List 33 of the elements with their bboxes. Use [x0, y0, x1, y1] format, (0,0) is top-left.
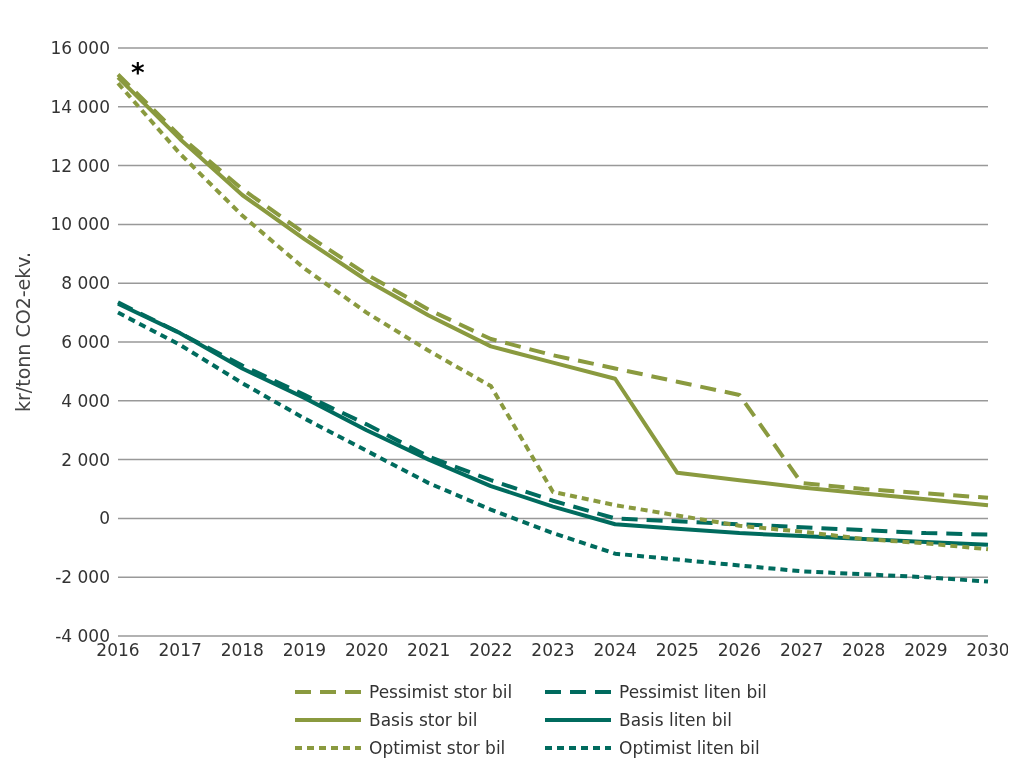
x-tick-label: 2027 — [779, 640, 824, 661]
y-tick-label: 0 — [99, 508, 110, 529]
x-tick-label: 2029 — [904, 640, 948, 661]
x-tick-label: 2020 — [344, 640, 389, 661]
y-tick-label: -2 000 — [55, 567, 110, 588]
x-tick-label: 2023 — [531, 640, 575, 661]
y-tick-label: 4 000 — [61, 390, 110, 411]
y-tick-label: 6 000 — [61, 332, 110, 353]
line-series — [116, 310, 990, 584]
legend-label: Optimist stor bil — [369, 738, 506, 758]
x-tick-label: 2022 — [469, 640, 513, 661]
x-tick-label: 2028 — [842, 640, 886, 661]
x-tick-label: 2030 — [966, 640, 1010, 661]
y-tick-label: 14 000 — [50, 96, 110, 117]
x-tick-label: 2018 — [220, 640, 264, 661]
x-tick-label: 2025 — [655, 640, 699, 661]
legend-label: Basis stor bil — [369, 710, 478, 730]
x-tick-label: 2019 — [282, 640, 327, 661]
y-tick-label: 10 000 — [50, 214, 110, 235]
legend-label: Basis liten bil — [619, 710, 732, 730]
legend-label: Pessimist stor bil — [369, 682, 513, 702]
y-tick-label: 2 000 — [61, 449, 110, 470]
y-tick-label: 12 000 — [50, 155, 110, 176]
y-tick-label: 16 000 — [50, 38, 110, 59]
y-axis-title: kr/tonn CO2-ekv. — [11, 251, 34, 412]
annotation: * — [131, 57, 145, 88]
legend-label: Pessimist liten bil — [619, 682, 767, 702]
x-tick-label: 2021 — [407, 640, 451, 661]
legend-label: Optimist liten bil — [619, 738, 760, 758]
y-tick-label: 8 000 — [61, 273, 110, 294]
x-tick-label: 2026 — [717, 640, 762, 661]
x-tick-label: 2024 — [593, 640, 637, 661]
x-tick-label: 2017 — [158, 640, 202, 661]
